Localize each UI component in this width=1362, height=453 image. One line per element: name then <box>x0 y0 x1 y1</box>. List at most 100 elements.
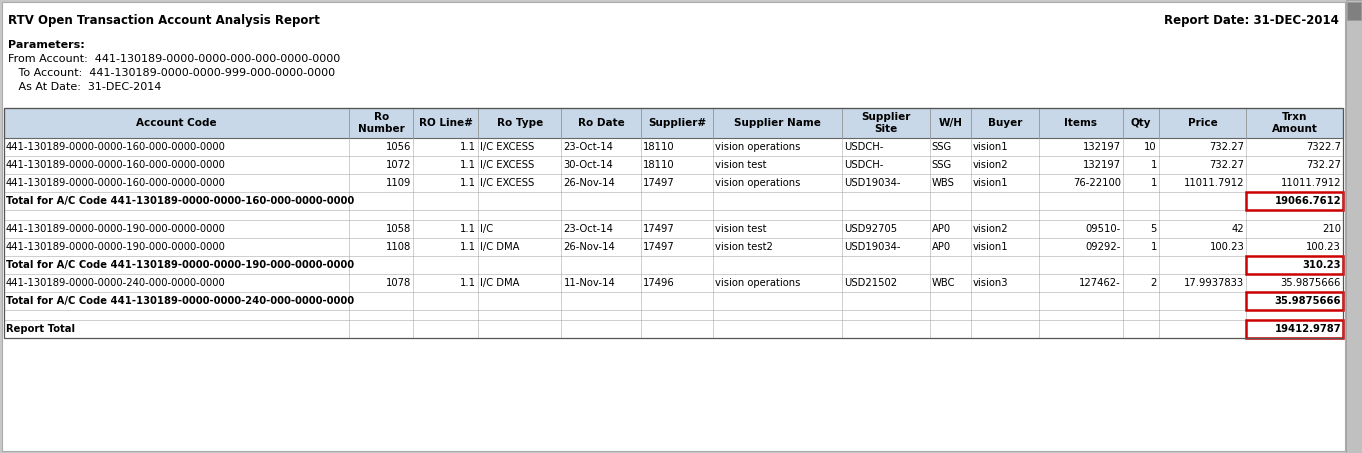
Text: W/H: W/H <box>938 118 963 128</box>
Bar <box>1347 2 1361 20</box>
Text: vision operations: vision operations <box>715 278 801 288</box>
Text: 5: 5 <box>1151 224 1156 234</box>
Text: vision test: vision test <box>715 160 767 170</box>
Text: 19412.9787: 19412.9787 <box>1275 324 1342 334</box>
Bar <box>4 220 1343 238</box>
Bar <box>4 292 1343 310</box>
Text: 2: 2 <box>1151 278 1156 288</box>
Text: 441-130189-0000-0000-190-000-0000-0000: 441-130189-0000-0000-190-000-0000-0000 <box>5 242 226 252</box>
Text: Account Code: Account Code <box>136 118 217 128</box>
Bar <box>4 274 1343 292</box>
Text: Parameters:: Parameters: <box>8 40 84 50</box>
Text: 18110: 18110 <box>643 160 676 170</box>
Text: 1: 1 <box>1151 178 1156 188</box>
Text: Price: Price <box>1188 118 1218 128</box>
Text: SSG: SSG <box>932 142 952 152</box>
Text: SSG: SSG <box>932 160 952 170</box>
Text: 19066.7612: 19066.7612 <box>1275 196 1342 206</box>
Bar <box>4 156 1343 174</box>
Text: USDCH-: USDCH- <box>844 142 884 152</box>
Text: vision2: vision2 <box>972 160 1008 170</box>
Text: 1.1: 1.1 <box>460 224 475 234</box>
Text: 127462-: 127462- <box>1079 278 1121 288</box>
Text: 76-22100: 76-22100 <box>1073 178 1121 188</box>
Text: Ro
Number: Ro Number <box>358 112 405 134</box>
Text: vision test: vision test <box>715 224 767 234</box>
Text: 441-130189-0000-0000-190-000-0000-0000: 441-130189-0000-0000-190-000-0000-0000 <box>5 224 226 234</box>
Text: 11011.7912: 11011.7912 <box>1280 178 1342 188</box>
Text: 732.27: 732.27 <box>1306 160 1342 170</box>
Text: 23-Oct-14: 23-Oct-14 <box>564 224 613 234</box>
Bar <box>4 310 1343 320</box>
Text: vision1: vision1 <box>972 178 1008 188</box>
Text: 1078: 1078 <box>387 278 411 288</box>
Text: AP0: AP0 <box>932 242 951 252</box>
Text: 7322.7: 7322.7 <box>1306 142 1342 152</box>
Text: 210: 210 <box>1323 224 1342 234</box>
Text: vision3: vision3 <box>972 278 1008 288</box>
Bar <box>1346 0 1362 453</box>
Text: 35.9875666: 35.9875666 <box>1280 278 1342 288</box>
Text: Total for A/C Code 441-130189-0000-0000-240-000-0000-0000: Total for A/C Code 441-130189-0000-0000-… <box>5 296 354 306</box>
Bar <box>4 108 1343 138</box>
Text: 310.23: 310.23 <box>1302 260 1342 270</box>
Text: 11011.7912: 11011.7912 <box>1184 178 1245 188</box>
Text: As At Date:  31-DEC-2014: As At Date: 31-DEC-2014 <box>8 82 161 92</box>
Text: vision1: vision1 <box>972 142 1008 152</box>
Text: 30-Oct-14: 30-Oct-14 <box>564 160 613 170</box>
Text: 100.23: 100.23 <box>1306 242 1342 252</box>
Text: 42: 42 <box>1231 224 1245 234</box>
Bar <box>4 108 1343 138</box>
Text: 441-130189-0000-0000-160-000-0000-0000: 441-130189-0000-0000-160-000-0000-0000 <box>5 160 226 170</box>
Bar <box>4 256 1343 274</box>
Text: 17497: 17497 <box>643 178 676 188</box>
Text: RTV Open Transaction Account Analysis Report: RTV Open Transaction Account Analysis Re… <box>8 14 320 27</box>
Text: 132197: 132197 <box>1083 142 1121 152</box>
Text: I/C DMA: I/C DMA <box>479 242 519 252</box>
Bar <box>4 192 1343 210</box>
Text: 09292-: 09292- <box>1086 242 1121 252</box>
Bar <box>1246 256 1343 274</box>
Text: WBC: WBC <box>932 278 955 288</box>
Bar <box>4 320 1343 338</box>
Text: Ro Type: Ro Type <box>497 118 543 128</box>
Text: I/C EXCESS: I/C EXCESS <box>479 142 534 152</box>
Text: I/C EXCESS: I/C EXCESS <box>479 178 534 188</box>
Text: 26-Nov-14: 26-Nov-14 <box>564 242 616 252</box>
Text: 09510-: 09510- <box>1086 224 1121 234</box>
Text: Report Total: Report Total <box>5 324 75 334</box>
Text: 17497: 17497 <box>643 224 676 234</box>
Text: 35.9875666: 35.9875666 <box>1275 296 1342 306</box>
Bar <box>4 138 1343 156</box>
Text: 1056: 1056 <box>385 142 411 152</box>
Text: I/C: I/C <box>479 224 493 234</box>
Text: vision test2: vision test2 <box>715 242 774 252</box>
Text: From Account:  441-130189-0000-0000-000-000-0000-0000: From Account: 441-130189-0000-0000-000-0… <box>8 54 340 64</box>
Text: 441-130189-0000-0000-240-000-0000-0000: 441-130189-0000-0000-240-000-0000-0000 <box>5 278 226 288</box>
Text: Supplier#: Supplier# <box>648 118 707 128</box>
Bar <box>1246 320 1343 338</box>
Text: 17.9937833: 17.9937833 <box>1185 278 1245 288</box>
Text: vision operations: vision operations <box>715 142 801 152</box>
Text: vision2: vision2 <box>972 224 1008 234</box>
Text: 18110: 18110 <box>643 142 676 152</box>
Text: vision operations: vision operations <box>715 178 801 188</box>
Bar <box>4 238 1343 256</box>
Text: Buyer: Buyer <box>987 118 1023 128</box>
Text: Ro Date: Ro Date <box>577 118 625 128</box>
Text: 23-Oct-14: 23-Oct-14 <box>564 142 613 152</box>
Text: 1.1: 1.1 <box>460 178 475 188</box>
Text: 17496: 17496 <box>643 278 676 288</box>
Text: To Account:  441-130189-0000-0000-999-000-0000-0000: To Account: 441-130189-0000-0000-999-000… <box>8 68 335 78</box>
Text: 1.1: 1.1 <box>460 160 475 170</box>
Text: I/C DMA: I/C DMA <box>479 278 519 288</box>
Text: Supplier
Site: Supplier Site <box>861 112 911 134</box>
Text: 1.1: 1.1 <box>460 142 475 152</box>
Text: 100.23: 100.23 <box>1209 242 1245 252</box>
Text: I/C EXCESS: I/C EXCESS <box>479 160 534 170</box>
Bar <box>1246 292 1343 310</box>
Text: 1072: 1072 <box>385 160 411 170</box>
Text: 441-130189-0000-0000-160-000-0000-0000: 441-130189-0000-0000-160-000-0000-0000 <box>5 178 226 188</box>
Text: WBS: WBS <box>932 178 955 188</box>
Text: 17497: 17497 <box>643 242 676 252</box>
